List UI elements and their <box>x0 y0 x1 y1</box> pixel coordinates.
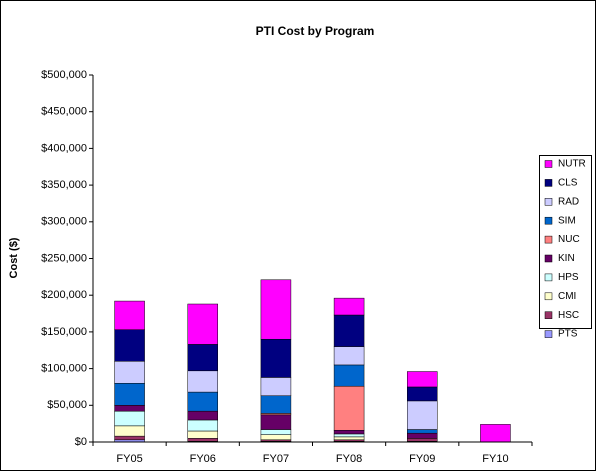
legend-label: NUC <box>558 234 580 245</box>
y-tick-label: $250,000 <box>41 252 87 264</box>
x-tick-label: FY05 <box>116 453 142 465</box>
x-tick-label: FY06 <box>190 453 216 465</box>
legend-swatch <box>544 198 553 206</box>
bar-segment <box>333 433 365 438</box>
bar-segment <box>333 436 365 441</box>
bar-segment <box>114 435 145 441</box>
x-tick-label: FY08 <box>336 453 362 465</box>
x-tick-label: FY07 <box>263 453 289 465</box>
legend-label: CLS <box>558 178 578 189</box>
bar-segment <box>333 364 365 387</box>
bar-segment <box>187 303 218 345</box>
bar-segment <box>407 371 438 388</box>
bar-segment <box>333 385 365 431</box>
legend-swatch <box>544 330 553 338</box>
y-tick-label: $150,000 <box>41 326 87 338</box>
bar-segment <box>407 432 438 439</box>
y-axis-label: Cost ($) <box>8 237 20 278</box>
legend-swatch <box>544 273 553 282</box>
bar-segment <box>114 361 145 384</box>
legend-swatch <box>544 179 553 187</box>
bar-segment <box>187 430 218 439</box>
legend-label: RAD <box>558 196 579 207</box>
bar-segment <box>407 429 438 434</box>
bar-segment <box>260 414 292 430</box>
legend-label: KIN <box>558 253 575 264</box>
y-tick-label: $450,000 <box>41 106 87 118</box>
legend-label: NUTR <box>558 159 586 170</box>
y-tick-label: $200,000 <box>41 289 87 301</box>
bar-segment <box>260 377 292 397</box>
bar-segment <box>260 395 292 414</box>
legend-label: CMI <box>558 291 576 302</box>
bar-segment <box>187 438 218 442</box>
y-tick-label: $50,000 <box>47 399 87 411</box>
bar-segment <box>407 386 438 402</box>
y-tick-label: $100,000 <box>41 363 87 375</box>
chart-title: PTI Cost by Program <box>256 24 375 38</box>
legend-label: SIM <box>558 215 576 226</box>
legend-swatch <box>544 292 553 301</box>
bar-segment <box>187 370 218 393</box>
bar-segment <box>114 329 145 362</box>
bar-segment <box>187 344 218 372</box>
y-tick-label: $350,000 <box>41 179 87 191</box>
bar-segment <box>333 346 365 366</box>
x-tick-label: FY10 <box>482 453 508 465</box>
bar-segment <box>114 383 145 406</box>
x-tick-label: FY09 <box>409 453 435 465</box>
y-tick-label: $400,000 <box>41 142 87 154</box>
bar-segment <box>114 425 145 437</box>
bar-segment <box>114 405 145 412</box>
legend-swatch <box>544 235 553 244</box>
bar-segment <box>333 314 365 347</box>
bar-segment <box>333 430 365 435</box>
bar-segment <box>260 279 292 340</box>
bar-segment <box>407 438 438 442</box>
legend-swatch <box>544 216 553 225</box>
legend-swatch <box>544 254 553 263</box>
y-tick-label: $300,000 <box>41 216 87 228</box>
legend-swatch <box>544 160 553 168</box>
y-tick-label: $500,000 <box>41 69 87 81</box>
legend-label: HSC <box>558 310 579 321</box>
bar-segment <box>114 300 145 330</box>
bar-segment <box>260 434 292 441</box>
bar-segment <box>260 338 292 378</box>
bar-segment <box>187 419 218 432</box>
bar-segment <box>187 391 218 412</box>
legend-label: PTS <box>558 329 578 340</box>
bar-segment <box>114 410 145 427</box>
legend-swatch <box>544 311 553 319</box>
bar-segment <box>187 410 218 421</box>
bar-segment <box>260 429 292 435</box>
y-tick-label: $0 <box>75 436 87 448</box>
bar-segment <box>333 297 365 316</box>
bar-segment <box>407 400 438 430</box>
legend-label: HPS <box>558 272 579 283</box>
bar-segment <box>480 424 511 443</box>
